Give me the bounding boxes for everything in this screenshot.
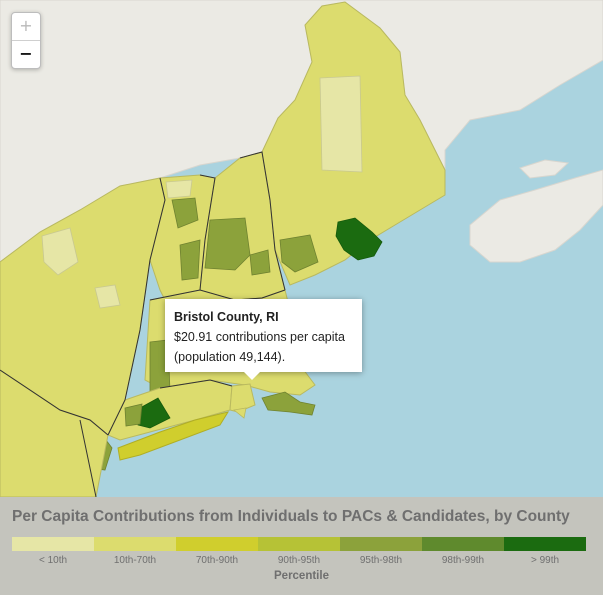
choropleth-map[interactable] (0, 0, 603, 497)
legend-label-0: < 10th (38, 555, 68, 566)
legend-label-3: 90th-95th (277, 555, 321, 566)
nova-scotia-land (469, 169, 603, 263)
zoom-in-button[interactable]: + (12, 13, 40, 41)
legend-label-6: > 99th (530, 555, 560, 566)
tooltip-contributions: $20.91 contributions per capita (174, 330, 345, 344)
legend-swatch-6 (504, 537, 586, 551)
map-legend: Per Capita Contributions from Individual… (0, 497, 603, 595)
county-nh-grafton (204, 217, 251, 271)
marthas-vineyard (233, 407, 247, 419)
legend-label-2: 70th-90th (195, 555, 239, 566)
county-me-cumberland (279, 234, 319, 273)
tooltip-pointer (244, 372, 260, 380)
legend-swatch-2 (176, 537, 258, 551)
legend-label-1: 10th-70th (113, 555, 157, 566)
county-ct-green (124, 403, 143, 427)
legend-labels: < 10th 10th-70th 70th-90th 90th-95th 95th-98… (12, 555, 586, 566)
county-vt-light (165, 179, 193, 199)
legend-swatches (12, 537, 586, 551)
county-ny-hamilton (94, 284, 121, 309)
county-ma-barnstable (261, 391, 316, 416)
county-ny-adirondack (41, 227, 79, 276)
county-vt-green (171, 197, 199, 229)
county-vt-green-2 (179, 239, 201, 281)
legend-axis-label: Percentile (274, 570, 329, 582)
legend-label-4: 95th-98th (359, 555, 403, 566)
legend-title: Per Capita Contributions from Individual… (12, 508, 570, 525)
zoom-control: + − (11, 12, 41, 69)
legend-swatch-3 (258, 537, 340, 551)
zoom-out-button[interactable]: − (19, 44, 33, 63)
rhode-island-state (229, 383, 256, 413)
county-me-hancock (335, 217, 383, 261)
long-island (117, 411, 230, 461)
tooltip-population: (population 49,144). (174, 350, 286, 364)
pei-land (519, 159, 570, 179)
legend-label-5: 98th-99th (441, 555, 485, 566)
legend-swatch-1 (94, 537, 176, 551)
county-me-piscataquis (319, 75, 363, 173)
legend-swatch-5 (422, 537, 504, 551)
county-nh-belknap (249, 249, 271, 276)
legend-swatch-0 (12, 537, 94, 551)
legend-swatch-4 (340, 537, 422, 551)
county-tooltip: Bristol County, RI $20.91 contributions … (165, 299, 362, 380)
tooltip-county-name: Bristol County, RI (174, 310, 279, 324)
